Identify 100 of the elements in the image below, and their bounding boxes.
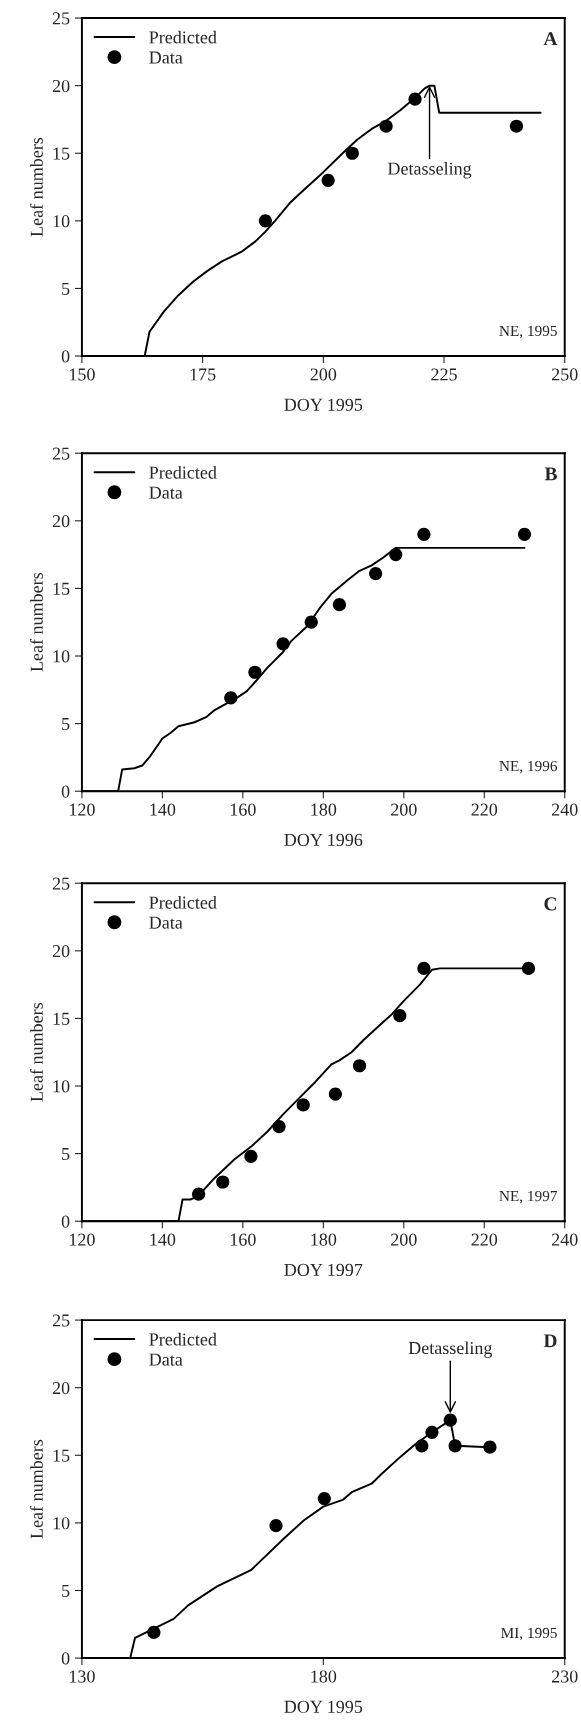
point xyxy=(509,119,524,133)
x-tick-label: 250 xyxy=(551,368,578,381)
y-axis-title: Leaf numbers xyxy=(29,137,43,237)
point xyxy=(192,1187,206,1201)
point xyxy=(408,92,422,106)
y-tick-label: 20 xyxy=(52,515,70,528)
x-tick-label: 130 xyxy=(69,1670,95,1683)
annotation: Detasseling xyxy=(408,1341,493,1358)
y-tick-label: 0 xyxy=(61,785,70,798)
legend-label: Predicted xyxy=(149,895,217,909)
y-tick-label: 5 xyxy=(62,1148,70,1161)
point xyxy=(352,1059,367,1073)
annotation: MI, 1995 xyxy=(501,1627,557,1641)
legend-label: Data xyxy=(149,1353,183,1366)
legend-label: Data xyxy=(149,916,183,929)
y-tick-label: 15 xyxy=(53,147,70,160)
point xyxy=(328,1087,342,1101)
x-tick-label: 200 xyxy=(391,1233,417,1246)
y-tick-label: 5 xyxy=(62,282,70,295)
annotation: NE, 1996 xyxy=(499,760,558,774)
x-tick-label: 240 xyxy=(551,803,578,816)
x-tick-label: 220 xyxy=(471,803,498,816)
point xyxy=(443,1413,457,1427)
y-tick-label: 5 xyxy=(62,718,70,731)
x-tick-label: 200 xyxy=(310,368,337,381)
x-tick-label: 225 xyxy=(431,368,457,381)
x-axis-title: DOY 1995 xyxy=(284,398,363,411)
legend-label: Predicted xyxy=(149,1332,217,1346)
point xyxy=(321,173,335,187)
point xyxy=(216,1175,230,1189)
x-tick-label: 180 xyxy=(311,803,337,816)
y-tick-label: 0 xyxy=(61,350,70,363)
annotation: NE, 1995 xyxy=(499,325,557,339)
x-tick-label: 140 xyxy=(150,1233,176,1246)
point xyxy=(332,598,347,612)
x-tick-label: 160 xyxy=(230,1233,256,1246)
y-tick-label: 15 xyxy=(53,1449,70,1462)
annotation: A xyxy=(543,32,558,46)
y-axis-title: Leaf numbers xyxy=(29,1002,43,1102)
point xyxy=(244,1149,258,1163)
annotation: B xyxy=(544,467,557,481)
point xyxy=(317,1491,331,1506)
x-axis-title: DOY 1995 xyxy=(284,1700,363,1713)
y-tick-label: 25 xyxy=(52,1314,70,1327)
point xyxy=(393,1009,407,1023)
x-tick-label: 160 xyxy=(230,803,256,816)
point xyxy=(345,146,359,160)
point xyxy=(276,637,290,651)
legend-label: Data xyxy=(149,486,183,499)
x-axis-title: DOY 1996 xyxy=(284,833,363,846)
legend-label: Predicted xyxy=(149,465,217,479)
point xyxy=(269,1519,283,1533)
y-tick-label: 10 xyxy=(53,215,70,228)
annotation: NE, 1997 xyxy=(499,1190,558,1204)
x-tick-label: 240 xyxy=(551,1233,578,1246)
y-tick-label: 25 xyxy=(52,447,70,460)
annotation: D xyxy=(543,1334,557,1348)
point xyxy=(258,214,272,228)
x-tick-label: 180 xyxy=(311,1670,337,1683)
x-tick-label: 175 xyxy=(190,368,216,381)
x-tick-label: 200 xyxy=(391,803,417,816)
y-tick-label: 0 xyxy=(61,1215,70,1228)
point xyxy=(369,566,383,581)
y-tick-label: 20 xyxy=(52,1381,70,1395)
point xyxy=(379,119,393,133)
point xyxy=(483,1440,497,1454)
x-tick-label: 120 xyxy=(69,1233,95,1246)
point xyxy=(248,665,262,679)
annotation: C xyxy=(544,897,557,911)
point xyxy=(272,1119,286,1134)
y-tick-label: 10 xyxy=(53,1080,70,1093)
point xyxy=(417,527,431,541)
point xyxy=(415,1439,429,1453)
y-tick-label: 10 xyxy=(53,1517,70,1530)
x-tick-label: 120 xyxy=(69,803,95,816)
y-tick-label: 0 xyxy=(61,1652,70,1665)
y-axis-title: Leaf numbers xyxy=(29,572,43,672)
point xyxy=(517,527,532,541)
point xyxy=(389,548,403,562)
x-tick-label: 180 xyxy=(311,1233,337,1246)
legend-label: Data xyxy=(149,51,183,64)
point xyxy=(304,615,318,629)
point xyxy=(147,1625,161,1639)
y-tick-label: 20 xyxy=(52,945,70,958)
legend-label: Predicted xyxy=(149,30,217,44)
x-tick-label: 140 xyxy=(150,803,176,816)
point xyxy=(448,1439,462,1453)
y-tick-label: 15 xyxy=(53,582,70,595)
y-tick-label: 25 xyxy=(52,12,70,25)
y-tick-label: 10 xyxy=(53,650,70,663)
point xyxy=(296,1098,310,1112)
point xyxy=(521,961,536,975)
point xyxy=(417,961,431,975)
y-axis-title: Leaf numbers xyxy=(29,1439,43,1539)
y-tick-label: 15 xyxy=(53,1012,70,1025)
y-tick-label: 20 xyxy=(52,79,70,93)
x-tick-label: 150 xyxy=(69,368,95,381)
x-tick-label: 230 xyxy=(551,1670,578,1683)
x-axis-title: DOY 1997 xyxy=(284,1263,363,1276)
y-tick-label: 25 xyxy=(52,877,70,890)
